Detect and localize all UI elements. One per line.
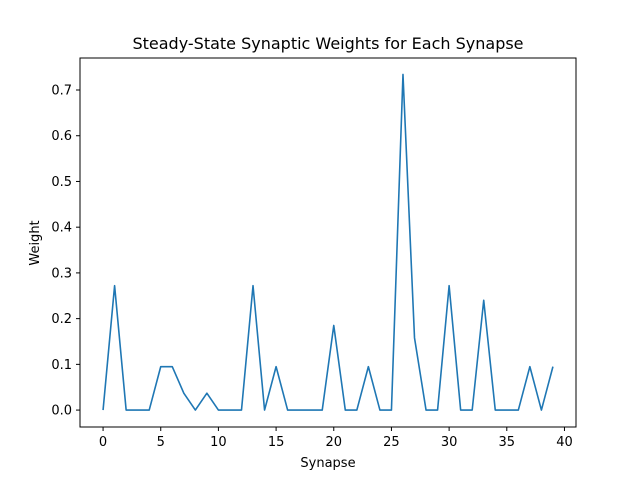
x-tick-label: 25 xyxy=(383,435,400,450)
series-line-0 xyxy=(102,73,554,411)
x-tick-label: 0 xyxy=(99,435,107,450)
y-tick-label: 0.5 xyxy=(51,175,72,190)
x-axis-label: Synapse xyxy=(300,456,355,471)
x-tick-label: 5 xyxy=(157,435,165,450)
y-tick-label: 0.7 xyxy=(51,84,72,99)
y-tick-label: 0.2 xyxy=(51,312,72,327)
plot-frame xyxy=(79,57,577,428)
x-tick-label: 15 xyxy=(268,435,285,450)
y-tick-label: 0.6 xyxy=(51,129,72,144)
y-tick-label: 0.4 xyxy=(51,221,72,236)
y-tick-label: 0.3 xyxy=(51,266,72,281)
x-tick-label: 10 xyxy=(210,435,227,450)
y-axis-label: Weight xyxy=(28,220,43,265)
y-tick-label: 0.1 xyxy=(51,358,72,373)
chart-title: Steady-State Synaptic Weights for Each S… xyxy=(132,34,523,53)
x-tick-label: 35 xyxy=(499,435,516,450)
x-tick-label: 20 xyxy=(325,435,342,450)
y-tick-label: 0.0 xyxy=(51,404,72,419)
x-tick-label: 40 xyxy=(556,435,573,450)
x-tick-label: 30 xyxy=(441,435,458,450)
